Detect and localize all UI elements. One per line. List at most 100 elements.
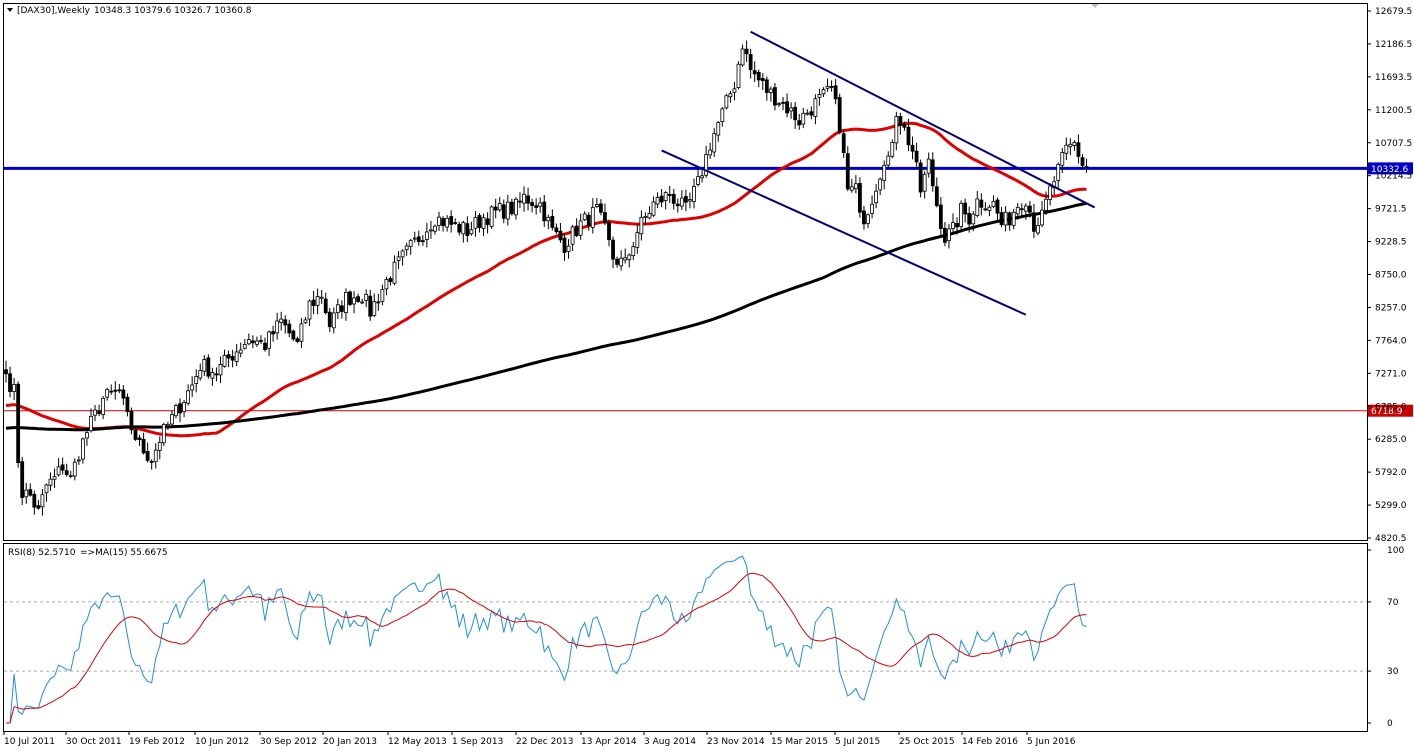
y-tick-label: 4820.5 bbox=[1375, 534, 1407, 544]
ohlc-label: 10348.3 10379.6 10326.7 10360.8 bbox=[94, 6, 252, 16]
price-panel-frame bbox=[3, 3, 1368, 541]
candle bbox=[453, 218, 458, 225]
candle bbox=[522, 186, 526, 212]
candle bbox=[1056, 162, 1061, 189]
candle bbox=[505, 194, 510, 226]
candle bbox=[388, 276, 393, 286]
x-tick-label: 30 Sep 2012 bbox=[260, 737, 317, 747]
candle bbox=[813, 94, 818, 125]
y-tick-label: 7271.0 bbox=[1375, 369, 1407, 379]
rsi-tick-label: 30 bbox=[1387, 667, 1399, 677]
candle bbox=[550, 209, 555, 231]
y-tick-label: 6285.0 bbox=[1375, 435, 1407, 445]
candle bbox=[1036, 217, 1040, 236]
candle bbox=[145, 442, 150, 463]
candle bbox=[781, 96, 785, 111]
candle bbox=[408, 238, 413, 255]
candle bbox=[327, 307, 332, 332]
candle bbox=[910, 136, 915, 160]
candle bbox=[878, 177, 883, 196]
candle bbox=[683, 189, 688, 212]
candle bbox=[372, 293, 377, 318]
candle bbox=[700, 170, 704, 183]
candle bbox=[32, 490, 37, 515]
candle bbox=[874, 184, 879, 209]
candle bbox=[671, 188, 676, 210]
candle bbox=[967, 206, 972, 233]
scroll-marker-icon[interactable] bbox=[1091, 4, 1099, 8]
candle bbox=[817, 88, 822, 106]
y-tick-label: 11693.5 bbox=[1375, 73, 1412, 83]
candle bbox=[344, 288, 348, 321]
candlestick-series bbox=[4, 40, 1089, 516]
candle bbox=[983, 202, 988, 212]
candle bbox=[655, 192, 660, 209]
candle bbox=[599, 199, 603, 216]
candle bbox=[206, 354, 211, 379]
y-tick-label: 7764.0 bbox=[1375, 336, 1407, 346]
chart-menu-triangle-icon[interactable] bbox=[7, 8, 13, 12]
candle bbox=[619, 250, 624, 271]
candle bbox=[744, 40, 749, 62]
symbol-label: [DAX30],Weekly bbox=[17, 6, 91, 16]
candle bbox=[1060, 147, 1065, 174]
candle bbox=[36, 499, 41, 510]
candle bbox=[109, 384, 114, 395]
x-tick-label: 10 Jun 2012 bbox=[195, 737, 249, 747]
candle bbox=[918, 159, 923, 198]
rsi-panel-frame bbox=[3, 543, 1368, 732]
ma-50-line bbox=[5, 121, 1087, 438]
candle bbox=[578, 213, 583, 240]
candle bbox=[416, 230, 421, 246]
candle bbox=[748, 48, 753, 79]
candle bbox=[845, 146, 850, 192]
candle bbox=[789, 102, 794, 119]
candle bbox=[631, 241, 636, 260]
x-tick-label: 20 Jan 2013 bbox=[323, 737, 377, 747]
candle bbox=[190, 376, 195, 397]
candle bbox=[226, 350, 231, 368]
candle bbox=[1007, 211, 1012, 231]
x-tick-label: 22 Dec 2013 bbox=[516, 737, 574, 747]
candle bbox=[307, 299, 312, 326]
candle bbox=[708, 142, 713, 159]
candle bbox=[52, 468, 57, 488]
candle bbox=[457, 221, 462, 236]
candle bbox=[809, 106, 814, 120]
candle bbox=[886, 151, 891, 170]
rsi-line bbox=[6, 555, 1087, 724]
candle bbox=[558, 222, 563, 243]
candle bbox=[849, 178, 854, 193]
candle bbox=[1011, 208, 1016, 230]
candle bbox=[194, 369, 199, 393]
candle bbox=[793, 101, 798, 129]
candle bbox=[1023, 203, 1028, 220]
y-tick-label: 6785.0 bbox=[1375, 402, 1407, 412]
candle bbox=[720, 106, 725, 127]
support-level-tag: 6718.9 bbox=[1368, 404, 1413, 417]
candle bbox=[688, 192, 692, 209]
candle bbox=[1032, 204, 1036, 238]
candle bbox=[279, 311, 284, 331]
candle bbox=[250, 335, 255, 349]
candle bbox=[752, 61, 757, 83]
candle bbox=[153, 443, 158, 469]
candle bbox=[198, 363, 203, 381]
candle bbox=[170, 410, 174, 427]
candle bbox=[97, 404, 101, 416]
candle bbox=[465, 216, 470, 243]
rsi-label: RSI(8) 52.5710 bbox=[8, 548, 76, 558]
candle bbox=[1076, 134, 1081, 164]
x-tick-label: 25 Oct 2015 bbox=[899, 737, 955, 747]
candle bbox=[526, 187, 530, 211]
y-tick-label: 9721.5 bbox=[1375, 205, 1407, 215]
candle bbox=[582, 211, 587, 222]
candle bbox=[914, 142, 919, 167]
candle bbox=[174, 403, 178, 419]
candle bbox=[704, 145, 709, 178]
candle bbox=[692, 178, 696, 209]
candle bbox=[1027, 201, 1032, 218]
candle bbox=[352, 291, 356, 314]
candle bbox=[546, 214, 551, 230]
